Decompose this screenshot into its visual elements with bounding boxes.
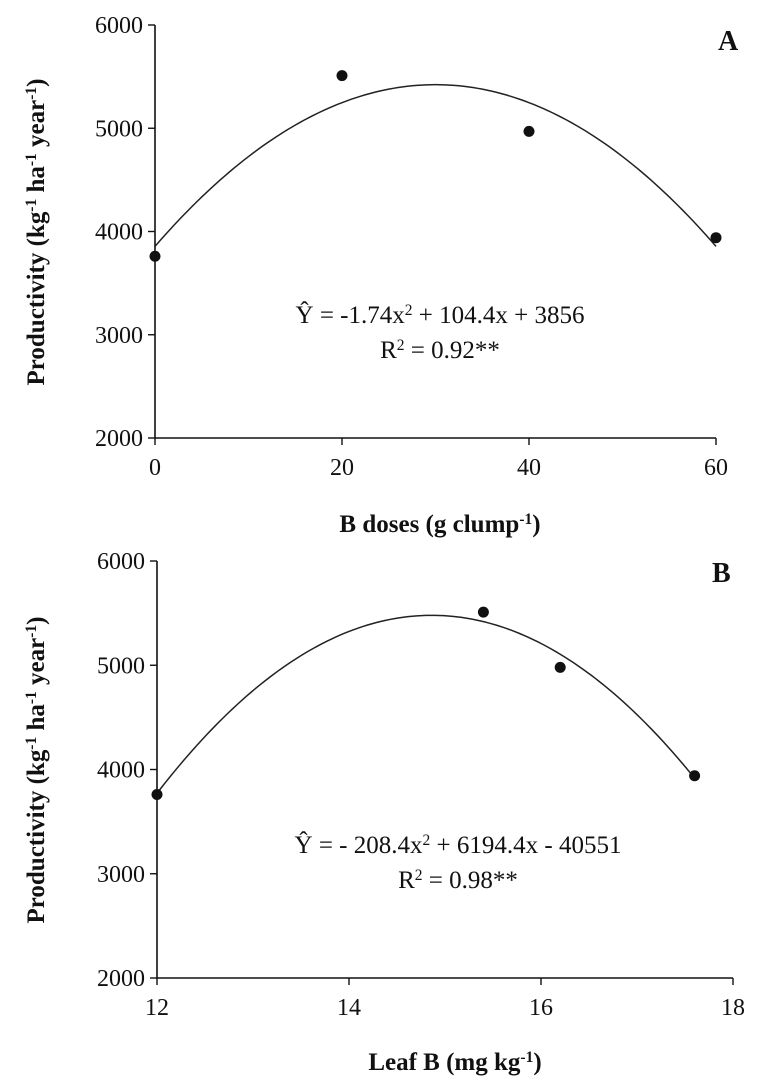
data-point xyxy=(151,789,163,801)
y-tick-label: 3000 xyxy=(97,862,145,888)
x-tick-label: 40 xyxy=(517,455,541,481)
x-axis-label: B doses (g clump-1) xyxy=(339,511,540,539)
y-tick-label: 6000 xyxy=(95,13,143,39)
y-tick-label: 5000 xyxy=(95,116,143,142)
y-tick-label: 4000 xyxy=(97,758,145,784)
y-tick-label: 5000 xyxy=(97,653,145,679)
y-axis-label: Productivity (kg-1 ha-1 year-1) xyxy=(23,78,51,385)
y-tick-label: 6000 xyxy=(97,549,145,575)
data-point xyxy=(554,661,566,673)
data-point xyxy=(336,70,348,82)
data-point xyxy=(149,250,161,262)
fit-curve xyxy=(154,83,717,247)
data-point xyxy=(523,125,535,137)
r-squared: R2 = 0.92** xyxy=(380,337,500,365)
panel-a: A Ŷ = -1.74x2 + 104.4x + 3856 R2 = 0.92*… xyxy=(23,13,740,538)
data-point xyxy=(477,606,489,618)
r-squared: R2 = 0.98** xyxy=(398,867,518,895)
x-tick-label: 14 xyxy=(337,995,361,1021)
fit-curve xyxy=(156,614,696,794)
x-tick-label: 0 xyxy=(149,455,161,481)
panel-label: A xyxy=(718,26,739,57)
y-tick-label: 4000 xyxy=(95,220,143,246)
x-tick-label: 20 xyxy=(330,455,354,481)
panel-label: B xyxy=(712,558,731,589)
regression-equation: Ŷ = -1.74x2 + 104.4x + 3856 xyxy=(296,301,585,329)
regression-equation: Ŷ = - 208.4x2 + 6194.4x - 40551 xyxy=(295,831,622,859)
y-tick-label: 3000 xyxy=(95,323,143,349)
x-axis-label: Leaf B (mg kg-1) xyxy=(368,1049,541,1077)
y-tick-label: 2000 xyxy=(95,426,143,452)
y-axis-label: Productivity (kg-1 ha-1 year-1) xyxy=(23,616,51,923)
x-tick-label: 16 xyxy=(529,995,553,1021)
y-tick-label: 2000 xyxy=(97,966,145,992)
data-point xyxy=(689,770,701,782)
x-tick-label: 12 xyxy=(145,995,169,1021)
x-tick-label: 18 xyxy=(721,995,745,1021)
x-tick-label: 60 xyxy=(704,455,728,481)
panel-b: B Ŷ = - 208.4x2 + 6194.4x - 40551 R2 = 0… xyxy=(23,549,746,1076)
data-point xyxy=(710,232,722,244)
